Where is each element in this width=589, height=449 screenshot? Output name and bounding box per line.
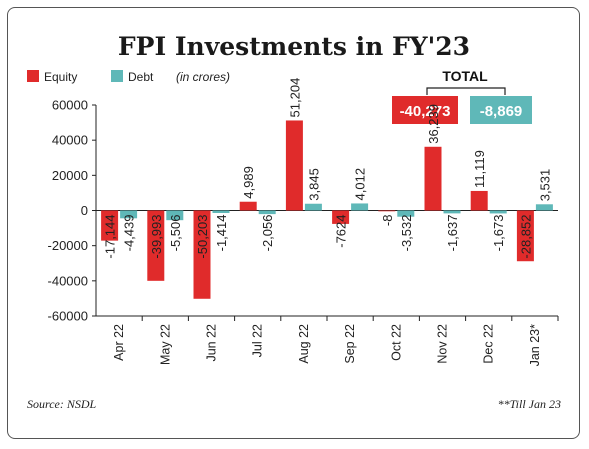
y-tick-group: 60000 40000 20000 0 -20000 -40000 -60000 (48, 98, 96, 324)
bar-equity (285, 120, 303, 211)
chart-title: FPI Investments in FY'23 (118, 32, 470, 61)
data-label-debt: -1,673 (491, 215, 506, 252)
legend-equity-label: Equity (44, 70, 77, 84)
bar-debt (258, 210, 276, 215)
source-note: Source: NSDL (27, 397, 97, 411)
data-label-equity: -8 (380, 215, 395, 227)
bar-debt (120, 210, 138, 219)
data-label-equity: -39,993 (149, 215, 164, 259)
category-label: Aug 22 (297, 324, 311, 364)
category-label: May 22 (158, 324, 172, 365)
category-label: Nov 22 (436, 324, 450, 364)
bar-equity (516, 210, 534, 262)
data-label-equity: 36,239 (426, 104, 441, 144)
bar-debt (351, 203, 369, 211)
category-label: Apr 22 (112, 324, 126, 361)
bar-equity (147, 210, 165, 281)
y-tick-label: 60000 (52, 98, 88, 113)
bar-debt (212, 210, 230, 213)
data-label-equity: 4,989 (241, 166, 256, 199)
total-bracket (426, 87, 506, 95)
data-label-equity: -7624 (334, 215, 349, 248)
bar-equity (332, 210, 350, 224)
total-equity-value: -40,273 (400, 103, 451, 120)
category-label: Jan 23* (528, 324, 542, 367)
footnote: **Till Jan 23 (498, 397, 561, 411)
bar-equity (239, 201, 257, 211)
total-debt-value: -8,869 (480, 103, 523, 120)
data-label-debt: -1,637 (445, 215, 460, 252)
data-label-equity: -17,144 (103, 215, 118, 259)
category-label: Dec 22 (482, 324, 496, 364)
y-tick-label: 40000 (52, 133, 88, 148)
bar-equity (470, 190, 488, 211)
y-tick-label: -40000 (48, 273, 88, 288)
y-tick-label: 20000 (52, 168, 88, 183)
bar-debt (443, 210, 461, 214)
data-label-debt: 4,012 (353, 168, 368, 201)
data-label-equity: 11,119 (472, 150, 487, 188)
total-equity-box (392, 96, 458, 124)
data-label-debt: 3,531 (537, 169, 552, 202)
category-label-group: Apr 22 May 22 Jun 22 Jul 22 Aug 22 Sep 22 Oct … (112, 316, 559, 367)
legend-debt-swatch (111, 70, 123, 82)
total-debt-box (470, 96, 532, 124)
total-label: TOTAL (442, 68, 488, 84)
data-label-debt: -4,439 (122, 215, 137, 252)
data-label-debt: -5,506 (168, 215, 183, 252)
y-tick-label: -20000 (48, 238, 88, 253)
data-label-debt: -3,532 (399, 215, 414, 252)
data-label-group: -17,144 -4,439 -39,993 -5,506 -50,203 -1,414 4… (103, 78, 553, 259)
data-label-equity: 51,204 (287, 78, 302, 118)
data-label-equity: -28,852 (518, 215, 533, 259)
bar-debt (535, 204, 553, 211)
bar-equity (101, 210, 119, 241)
chart-frame (7, 7, 580, 439)
bar-equity (193, 210, 211, 299)
bar-debt (489, 210, 507, 214)
y-tick-label: -60000 (48, 309, 88, 324)
category-label: Oct 22 (389, 324, 403, 361)
category-label: Jul 22 (251, 324, 265, 357)
legend-unit: (in crores) (176, 70, 230, 84)
bar-equity (424, 146, 442, 211)
legend-debt-label: Debt (128, 70, 154, 84)
data-label-debt: -2,056 (260, 215, 275, 252)
bar-group (96, 120, 558, 299)
category-label: Jun 22 (205, 324, 219, 362)
legend-equity-swatch (27, 70, 39, 82)
data-label-debt: 3,845 (306, 168, 321, 201)
bar-debt (166, 210, 184, 221)
y-tick-label: 0 (81, 203, 88, 218)
category-label: Sep 22 (343, 324, 357, 364)
bar-debt (397, 210, 415, 217)
data-label-debt: -1,414 (214, 215, 229, 252)
data-label-equity: -50,203 (195, 215, 210, 259)
bar-equity (378, 210, 396, 212)
bar-debt (304, 203, 322, 211)
